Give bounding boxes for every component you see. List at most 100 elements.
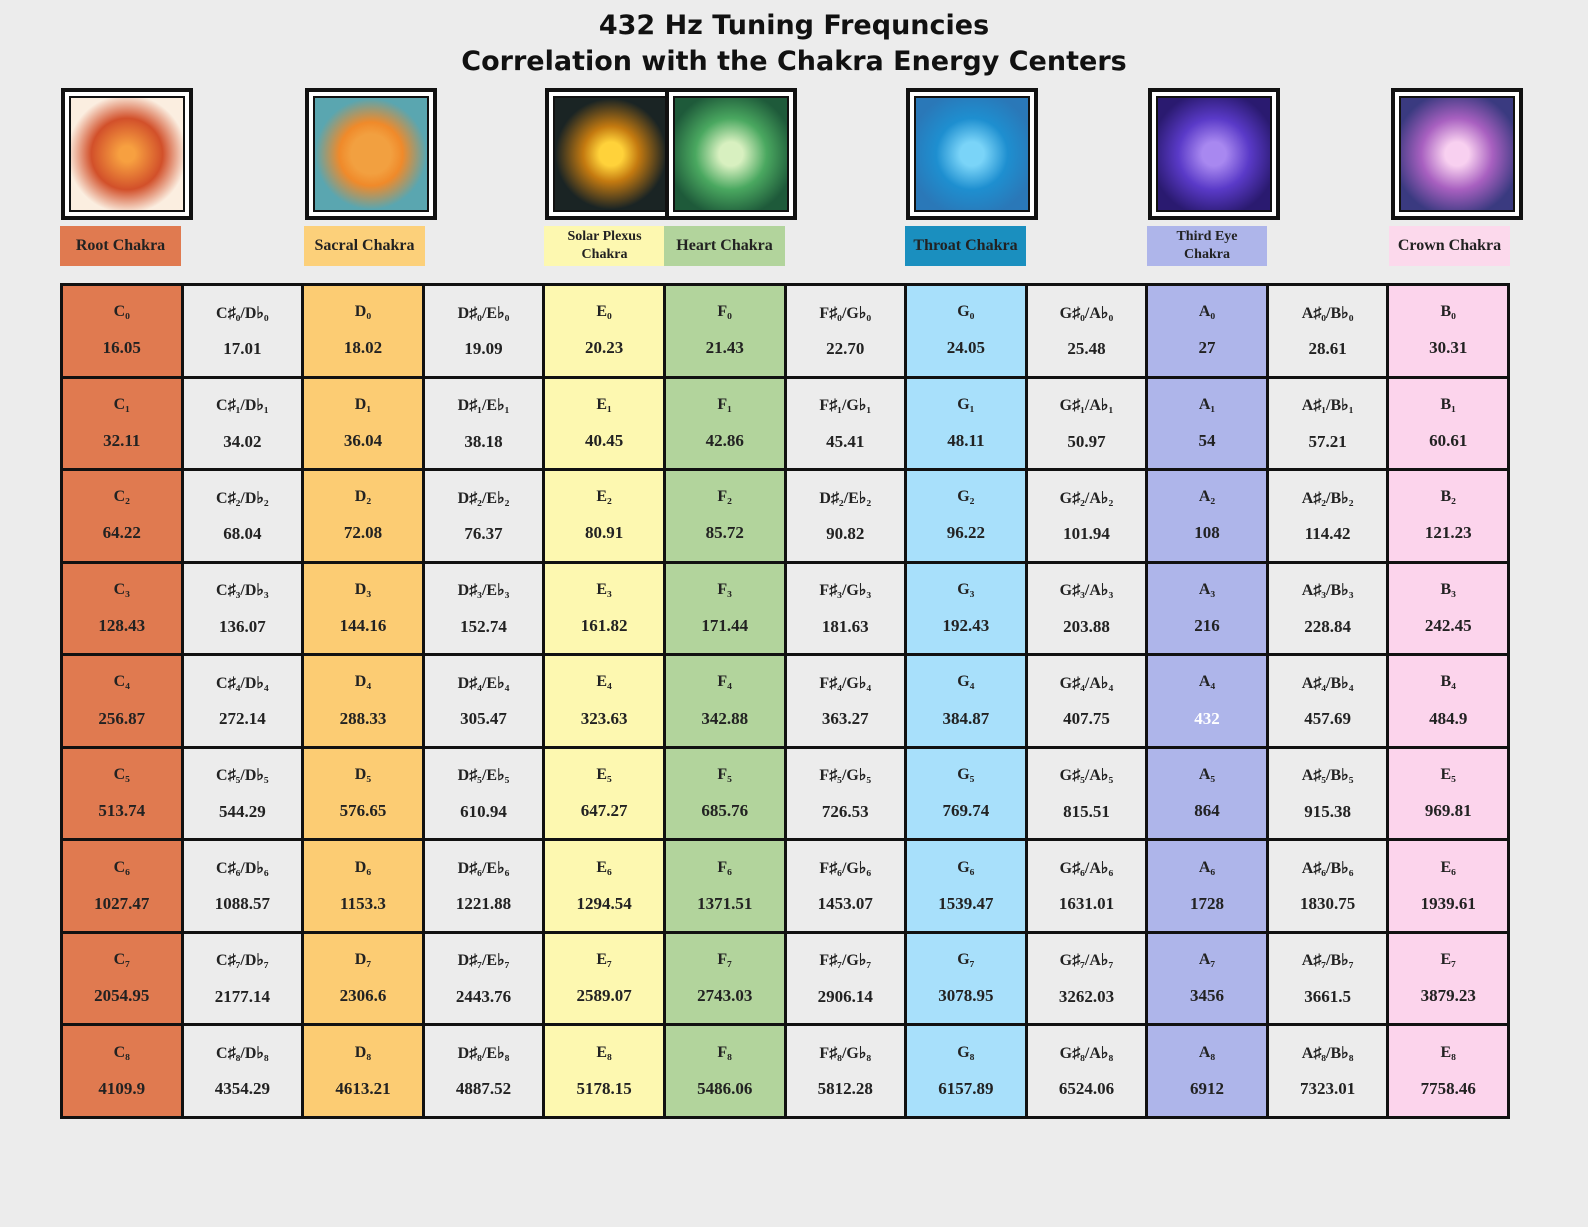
note-name: E₂ bbox=[596, 488, 612, 506]
note-name: A₀ bbox=[1198, 303, 1216, 321]
note-name: A♯₆/B♭₆ bbox=[1301, 859, 1354, 877]
table-cell: E₇ 3879.23 bbox=[1389, 933, 1507, 1024]
table-cell: E₈ 5178.15 bbox=[545, 1026, 663, 1116]
frequency: 544.29 bbox=[218, 801, 266, 821]
note-name: D♯₆/E♭₆ bbox=[457, 859, 510, 877]
note-name: F♯₇/G♭₇ bbox=[819, 952, 872, 970]
table-cell: D♯₁/E♭₁ 38.18 bbox=[424, 378, 543, 469]
note-name: B₄ bbox=[1440, 673, 1456, 691]
frequency: 513.74 bbox=[98, 801, 146, 821]
note-name: C₈ bbox=[113, 1043, 130, 1061]
table-cell: F₂ 85.72 bbox=[665, 471, 784, 561]
table-cell: D♯₀/E♭₀ 19.09 bbox=[424, 286, 543, 376]
table-cell: D₁ 36.04 bbox=[304, 378, 422, 469]
table-cell: E₆ 1939.61 bbox=[1389, 841, 1507, 931]
table-cell: E₇ 2589.07 bbox=[545, 933, 663, 1024]
note-name: D♯₈/E♭₈ bbox=[457, 1044, 510, 1062]
table-cell: D♯₈/E♭₈ 4887.52 bbox=[424, 1026, 543, 1116]
note-name: C♯₁/D♭₁ bbox=[216, 397, 269, 415]
note-name: A♯₈/B♭₈ bbox=[1301, 1044, 1354, 1062]
note-name: D♯₃/E♭₃ bbox=[457, 582, 510, 600]
table-cell: D♯₂/E♭₂ 76.37 bbox=[424, 471, 543, 561]
note-name: F♯₃/G♭₃ bbox=[819, 582, 872, 600]
note-name: G₃ bbox=[957, 580, 975, 598]
note-name: A♯₃/B♭₃ bbox=[1301, 582, 1354, 600]
frequency: 726.53 bbox=[821, 801, 869, 821]
frequency: 76.37 bbox=[464, 524, 503, 544]
frequency: 1830.75 bbox=[1299, 894, 1356, 914]
frequency: 54 bbox=[1198, 430, 1216, 450]
table-cell: F♯₃/G♭₃ 181.63 bbox=[786, 563, 905, 654]
note-name: C♯₀/D♭₀ bbox=[216, 304, 269, 322]
note-name: F₁ bbox=[717, 395, 732, 413]
table-cell: F₈ 5486.06 bbox=[665, 1026, 784, 1116]
chakra-image bbox=[1148, 88, 1280, 220]
frequency: 1153.3 bbox=[340, 893, 386, 913]
note-name: E₈ bbox=[1440, 1043, 1456, 1061]
frequency: 101.94 bbox=[1063, 524, 1110, 544]
frequency: 1088.57 bbox=[214, 894, 270, 914]
frequency: 28.61 bbox=[1308, 339, 1347, 359]
note-name: G♯₇/A♭₇ bbox=[1059, 952, 1114, 970]
table-cell: F♯₆/G♭₆ 1453.07 bbox=[786, 841, 905, 931]
note-name: G₄ bbox=[957, 673, 975, 691]
table-cell: D♯₂/E♭₂ 90.82 bbox=[786, 471, 905, 561]
frequency: 1539.47 bbox=[938, 893, 994, 913]
note-name: G₂ bbox=[957, 488, 975, 506]
frequency: 1221.88 bbox=[455, 894, 512, 914]
note-name: F♯₅/G♭₅ bbox=[819, 767, 872, 785]
note-name: E₅ bbox=[596, 765, 612, 783]
frequency: 24.05 bbox=[946, 338, 985, 358]
note-name: A♯₇/B♭₇ bbox=[1301, 952, 1354, 970]
frequency: 57.21 bbox=[1308, 431, 1347, 451]
note-name: A₃ bbox=[1198, 580, 1216, 598]
frequency: 1728 bbox=[1190, 893, 1225, 913]
note-name: B₀ bbox=[1440, 303, 1456, 321]
note-name: A₈ bbox=[1198, 1043, 1216, 1061]
note-name: F₄ bbox=[717, 673, 732, 691]
note-name: E₈ bbox=[596, 1043, 612, 1061]
note-name: F₈ bbox=[717, 1043, 732, 1061]
table-cell: G₆ 1539.47 bbox=[907, 841, 1025, 931]
table-cell: A♯₄/B♭₄ 457.69 bbox=[1268, 656, 1387, 746]
frequency: 915.38 bbox=[1304, 801, 1351, 821]
table-cell: E₈ 7758.46 bbox=[1389, 1026, 1507, 1116]
frequency: 108 bbox=[1194, 523, 1220, 543]
chakra-label: Root Chakra bbox=[60, 226, 181, 266]
table-cell: C♯₁/D♭₁ 34.02 bbox=[183, 378, 302, 469]
frequency: 384.87 bbox=[942, 708, 990, 728]
frequency: 1294.54 bbox=[576, 893, 632, 913]
note-name: G♯₄/A♭₄ bbox=[1059, 674, 1114, 692]
note-name: A₁ bbox=[1198, 395, 1216, 413]
frequency: 18.02 bbox=[343, 338, 383, 358]
frequency: 203.88 bbox=[1063, 616, 1110, 636]
table-cell: C♯₅/D♭₅ 544.29 bbox=[183, 748, 302, 839]
note-name: G₀ bbox=[957, 303, 975, 321]
table-cell: F♯₇/G♭₇ 2906.14 bbox=[786, 933, 905, 1024]
table-cell: A♯₀/B♭₀ 28.61 bbox=[1268, 286, 1387, 376]
note-name: A♯₁/B♭₁ bbox=[1301, 397, 1354, 415]
chakra-image bbox=[305, 88, 437, 220]
frequency: 80.91 bbox=[584, 523, 624, 543]
note-name: F♯₁/G♭₁ bbox=[819, 397, 872, 415]
frequency-table: C₀ 16.05 C♯₀/D♭₀ 17.01 D₀ 18.02 D♯₀/E♭₀ 19.09 E₀… bbox=[60, 283, 1510, 1119]
note-name: D₆ bbox=[354, 858, 372, 876]
note-name: C♯₆/D♭₆ bbox=[216, 859, 269, 877]
frequency: 484.9 bbox=[1429, 708, 1468, 728]
table-cell: A♯₆/B♭₆ 1830.75 bbox=[1268, 841, 1387, 931]
table-cell: B₄ 484.9 bbox=[1389, 656, 1507, 746]
table-cell: G♯₄/A♭₄ 407.75 bbox=[1027, 656, 1146, 746]
frequency: 288.33 bbox=[339, 708, 387, 728]
table-cell: C♯₈/D♭₈ 4354.29 bbox=[183, 1026, 302, 1116]
table-cell: C₆ 1027.47 bbox=[63, 841, 181, 931]
note-name: F₂ bbox=[717, 488, 732, 506]
table-cell: G₀ 24.05 bbox=[907, 286, 1025, 376]
note-name: B₁ bbox=[1440, 395, 1456, 413]
frequency: 2443.76 bbox=[455, 986, 512, 1006]
chakra-image bbox=[906, 88, 1038, 220]
table-cell: C₁ 32.11 bbox=[63, 378, 181, 469]
note-name: C₃ bbox=[113, 580, 130, 598]
frequency: 1453.07 bbox=[817, 894, 873, 914]
note-name: C₀ bbox=[113, 303, 130, 321]
table-cell: A♯₅/B♭₅ 915.38 bbox=[1268, 748, 1387, 839]
